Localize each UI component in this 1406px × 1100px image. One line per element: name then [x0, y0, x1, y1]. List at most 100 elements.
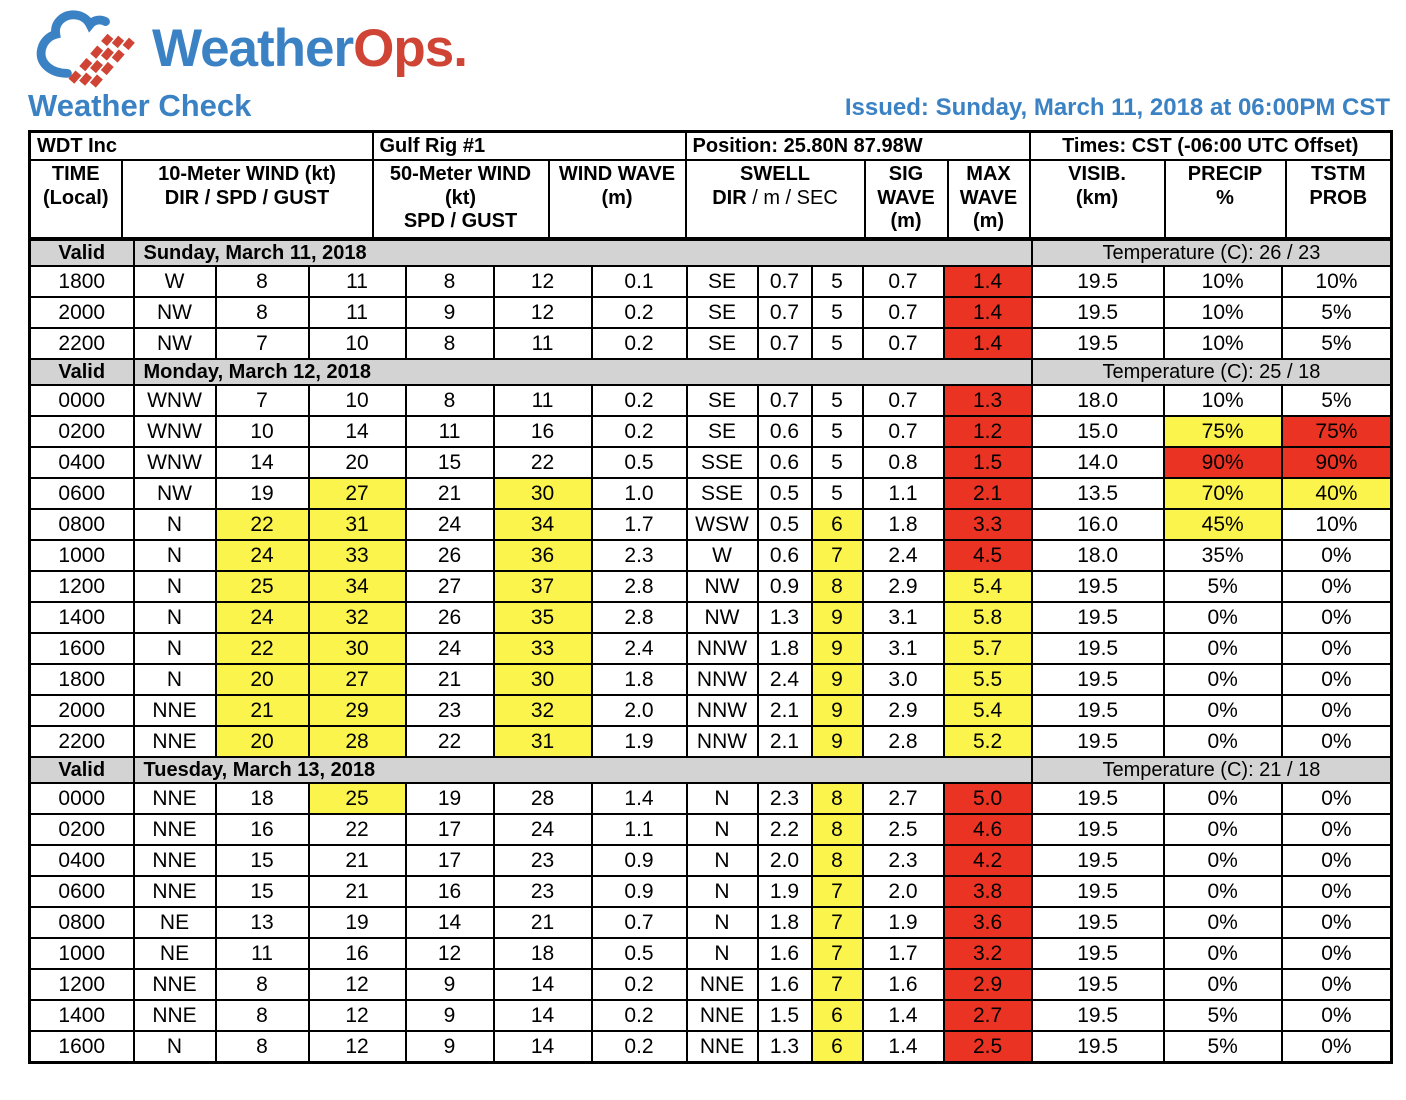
cell-wind10-dir: N: [132, 570, 217, 603]
forecast-row: 1400 N 24 32 26 35 2.8 NW 1.3 9 3.1 5.8 19.5 0% 0%: [28, 601, 1393, 634]
cell-tstm-prob: 0%: [1280, 937, 1393, 970]
cell-swell-dir: NW: [685, 570, 759, 603]
cell-swell-height-m: 2.0: [756, 844, 813, 877]
cell-precip-pct: 0%: [1162, 875, 1283, 908]
cell-wind50-spd: 9: [404, 968, 495, 1001]
cell-sig-wave: 3.1: [861, 601, 945, 634]
cell-tstm-prob: 90%: [1280, 446, 1393, 479]
cell-visibility: 19.5: [1030, 968, 1165, 1001]
cell-visibility: 19.5: [1030, 663, 1165, 696]
cell-wind10-spd: 8: [214, 999, 310, 1032]
cell-swell-height-m: 0.9: [756, 570, 813, 603]
cell-precip-pct: 5%: [1162, 570, 1283, 603]
cell-precip-pct: 10%: [1162, 327, 1283, 360]
cell-max-wave: 3.6: [942, 906, 1033, 939]
cell-wind10-gust: 27: [307, 477, 407, 510]
cell-swell-period-sec: 7: [810, 906, 864, 939]
cell-wind10-gust: 10: [307, 384, 407, 417]
cell-time: 1000: [28, 937, 135, 970]
cell-swell-height-m: 0.5: [756, 508, 813, 541]
cell-sig-wave: 2.8: [861, 725, 945, 758]
cell-swell-period-sec: 9: [810, 632, 864, 665]
cell-wind10-gust: 11: [307, 265, 407, 298]
cell-precip-pct: 75%: [1162, 415, 1283, 448]
valid-label: Valid: [28, 358, 135, 386]
cell-swell-height-m: 1.8: [756, 906, 813, 939]
cell-max-wave: 2.5: [942, 1030, 1033, 1064]
cell-max-wave: 4.5: [942, 539, 1033, 572]
cell-max-wave: 5.4: [942, 570, 1033, 603]
cell-swell-dir: NNE: [685, 1030, 759, 1064]
cell-wind50-gust: 32: [492, 694, 593, 727]
cell-swell-dir: N: [685, 937, 759, 970]
cell-wind50-gust: 18: [492, 937, 593, 970]
cell-tstm-prob: 0%: [1280, 906, 1393, 939]
cell-swell-period-sec: 7: [810, 875, 864, 908]
cell-swell-dir: SE: [685, 415, 759, 448]
col-header-wind-wave: WIND WAVE (m): [547, 159, 687, 239]
cell-precip-pct: 35%: [1162, 539, 1283, 572]
cell-wind10-gust: 10: [307, 327, 407, 360]
forecast-rows-container: Valid Sunday, March 11, 2018 Temperature (…: [28, 239, 1393, 1064]
cell-wind50-spd: 16: [404, 875, 495, 908]
cell-wind10-dir: NNE: [132, 844, 217, 877]
cell-max-wave: 2.9: [942, 968, 1033, 1001]
cell-tstm-prob: 0%: [1280, 601, 1393, 634]
cell-tstm-prob: 0%: [1280, 1030, 1393, 1064]
cell-wind50-gust: 14: [492, 968, 593, 1001]
cell-swell-dir: SSE: [685, 446, 759, 479]
cell-tstm-prob: 0%: [1280, 725, 1393, 758]
cell-wind10-gust: 19: [307, 906, 407, 939]
company-name: WDT Inc: [28, 130, 374, 161]
cell-tstm-prob: 10%: [1280, 508, 1393, 541]
cell-visibility: 19.5: [1030, 875, 1165, 908]
cell-wind50-gust: 12: [492, 265, 593, 298]
cell-visibility: 19.5: [1030, 570, 1165, 603]
col-header-time: TIME (Local): [28, 159, 123, 239]
col-header-wind-50m: 50-Meter WIND (kt) SPD / GUST: [371, 159, 550, 239]
cell-wind-wave: 1.1: [590, 813, 688, 846]
cell-tstm-prob: 75%: [1280, 415, 1393, 448]
section-valid-row: Valid Tuesday, March 13, 2018 Temperature …: [28, 756, 1393, 784]
cell-visibility: 16.0: [1030, 508, 1165, 541]
cell-precip-pct: 0%: [1162, 601, 1283, 634]
cell-precip-pct: 0%: [1162, 725, 1283, 758]
cell-sig-wave: 3.1: [861, 632, 945, 665]
forecast-table-body: Valid Sunday, March 11, 2018 Temperature (…: [28, 239, 1394, 1064]
cell-swell-period-sec: 5: [810, 265, 864, 298]
cell-wind10-spd: 7: [214, 384, 310, 417]
cell-tstm-prob: 5%: [1280, 384, 1393, 417]
cell-swell-period-sec: 6: [810, 999, 864, 1032]
cell-tstm-prob: 5%: [1280, 296, 1393, 329]
cell-sig-wave: 2.3: [861, 844, 945, 877]
site-name: Gulf Rig #1: [371, 130, 687, 161]
cell-max-wave: 3.2: [942, 937, 1033, 970]
cell-swell-height-m: 1.8: [756, 632, 813, 665]
cell-precip-pct: 0%: [1162, 663, 1283, 696]
cell-wind10-dir: NNE: [132, 813, 217, 846]
cell-wind10-spd: 18: [214, 782, 310, 815]
cell-wind50-gust: 28: [492, 782, 593, 815]
cell-precip-pct: 10%: [1162, 265, 1283, 298]
forecast-row: 0400 NNE 15 21 17 23 0.9 N 2.0 8 2.3 4.2 19.5 0% 0%: [28, 844, 1393, 877]
cell-wind10-gust: 27: [307, 663, 407, 696]
swell-sub-units: / m / SEC: [746, 186, 838, 209]
cell-wind50-gust: 12: [492, 296, 593, 329]
cell-visibility: 19.5: [1030, 782, 1165, 815]
cell-wind10-dir: NW: [132, 296, 217, 329]
cell-wind50-gust: 24: [492, 813, 593, 846]
cell-visibility: 15.0: [1030, 415, 1165, 448]
cell-wind50-spd: 17: [404, 844, 495, 877]
cell-precip-pct: 90%: [1162, 446, 1283, 479]
cell-tstm-prob: 0%: [1280, 694, 1393, 727]
cell-sig-wave: 0.8: [861, 446, 945, 479]
cell-sig-wave: 1.9: [861, 906, 945, 939]
cell-swell-dir: SSE: [685, 477, 759, 510]
cell-wind10-gust: 12: [307, 968, 407, 1001]
cell-wind10-dir: NW: [132, 327, 217, 360]
cell-wind10-gust: 31: [307, 508, 407, 541]
cell-swell-height-m: 0.6: [756, 446, 813, 479]
cell-wind50-spd: 19: [404, 782, 495, 815]
cell-visibility: 19.5: [1030, 999, 1165, 1032]
cell-wind10-dir: NNE: [132, 999, 217, 1032]
